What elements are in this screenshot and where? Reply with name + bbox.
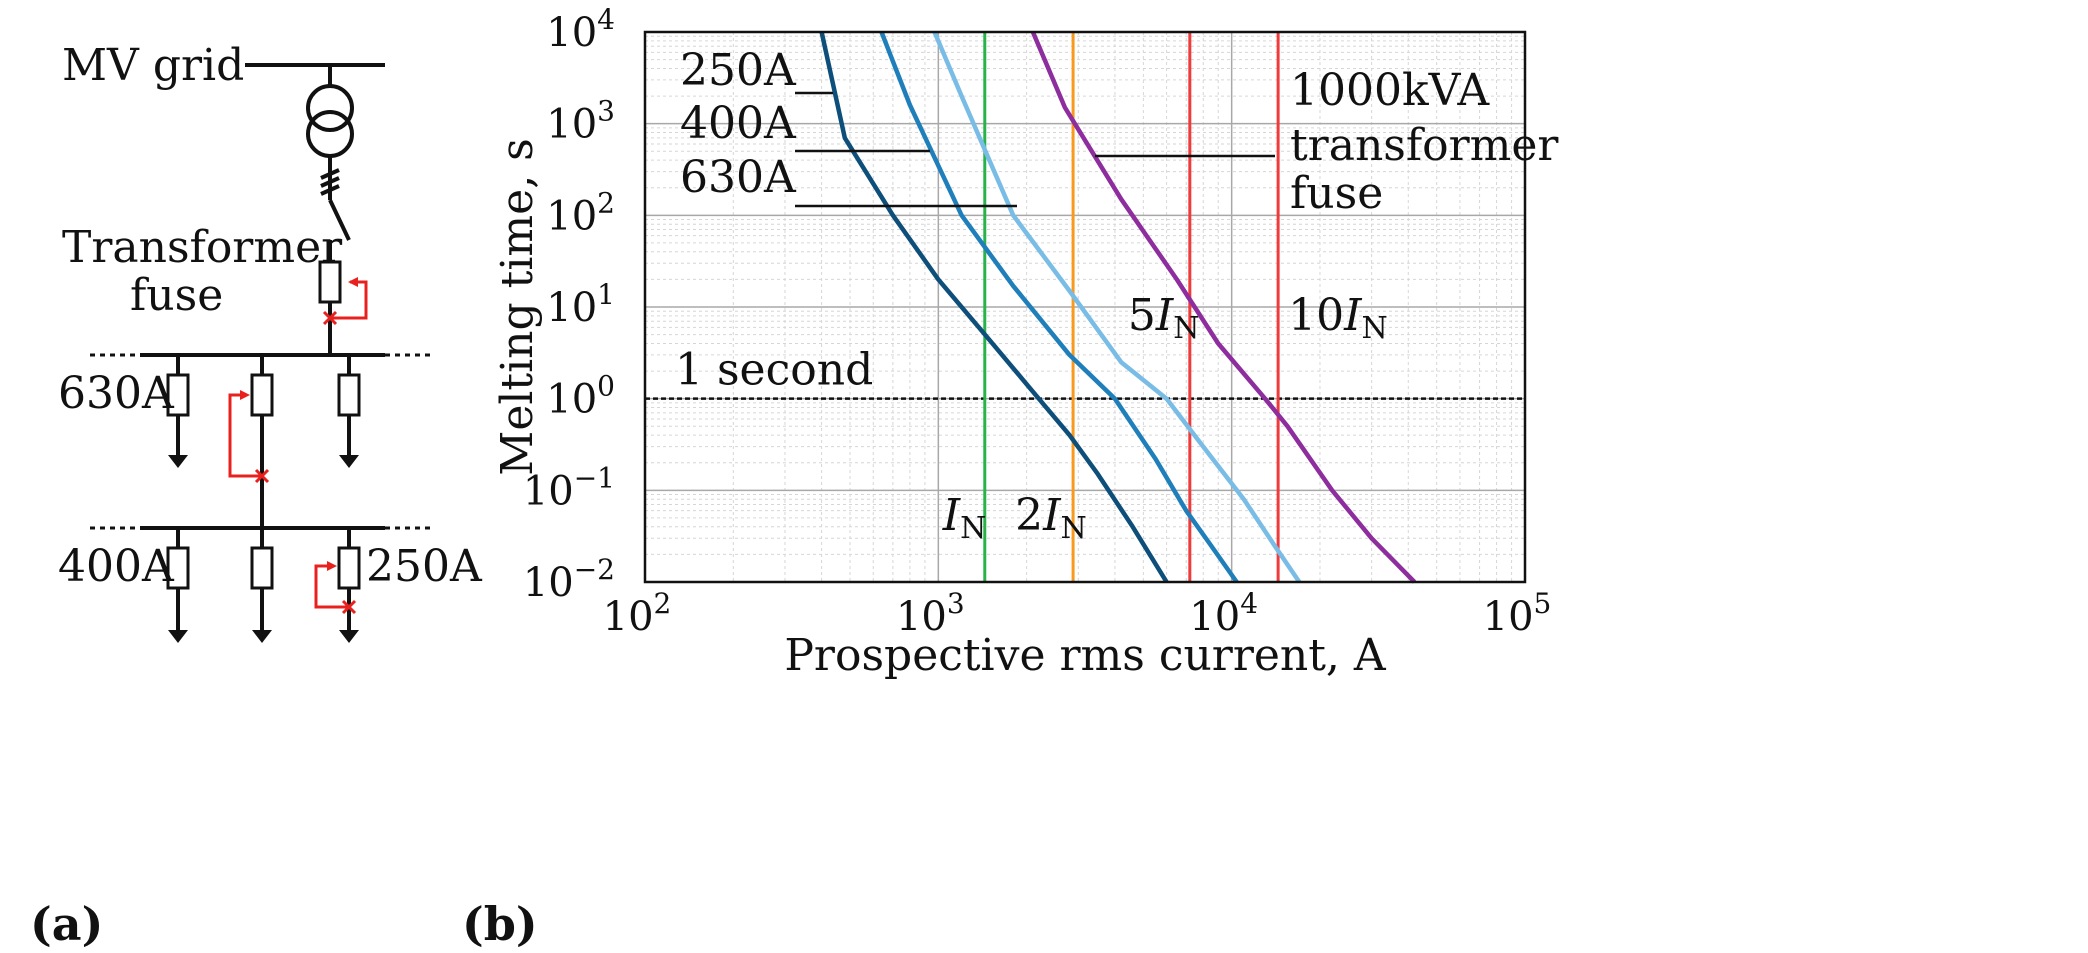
fault-marker-2b: [254, 468, 270, 484]
panel-b-label: (b): [462, 897, 538, 951]
fuse-400A-label: 400A: [58, 541, 175, 592]
load-arrow-3: [168, 630, 188, 643]
fuse-250A: [337, 546, 361, 590]
load-arrow-4: [252, 630, 272, 643]
fuse-630A-label: 630A: [58, 368, 175, 419]
x-tick-label: 105: [1483, 587, 1552, 640]
curve-fuse-250: [819, 31, 1169, 584]
annotation-transformer-2: transformer: [1290, 120, 1559, 171]
x-tick-label: 103: [896, 587, 965, 640]
fuse-250A-label: 250A: [366, 541, 483, 592]
curve-fuse-630: [932, 31, 1302, 584]
transformer-fuse-label-line2: fuse: [130, 270, 223, 321]
three-phase-mark-2: [320, 176, 340, 188]
fault-paths: [228, 277, 368, 615]
one-second-label: 1 second: [675, 345, 873, 396]
y-tick-label: 103: [546, 95, 615, 148]
fault-path-250A: [314, 564, 349, 609]
annotation-250A: 250A: [680, 45, 797, 96]
reference-label-5IN: 5IN: [1128, 290, 1200, 346]
one-second-line: 1 second: [645, 345, 1525, 400]
three-phase-mark-3: [320, 184, 340, 196]
y-axis-label: Melting time, s: [492, 138, 543, 475]
curve-fuse-400: [879, 31, 1239, 584]
transformer-winding-primary: [306, 84, 354, 132]
load-arrow-5: [339, 630, 359, 643]
fuse-curves: [819, 31, 1417, 584]
reference-lines: IN 2IN 5IN 10IN: [942, 32, 1388, 582]
annotation-transformer-3: fuse: [1290, 168, 1383, 219]
fuse-630A-3: [337, 373, 361, 417]
transformer-fuse-label-line1: Transformer: [62, 222, 343, 273]
fault-marker-1b: [322, 310, 338, 326]
x-tick-label: 104: [1189, 587, 1258, 640]
y-tick-label: 10−1: [523, 461, 615, 514]
fuse-400A: [166, 546, 190, 590]
load-arrow-1: [168, 455, 188, 468]
fault-marker-3b: [341, 599, 357, 615]
y-tick-label: 102: [546, 186, 615, 239]
reference-label-2IN: 2IN: [1015, 490, 1087, 546]
y-tick-label: 10−2: [523, 553, 615, 606]
reference-label-1IN: IN: [942, 490, 987, 546]
annotation-630A: 630A: [680, 152, 797, 203]
y-tick-label: 101: [546, 278, 615, 331]
axis-ticks: 102 103 104 105 10−2 10−1 100 101 102 103 104: [523, 3, 1552, 640]
y-tick-label: 100: [546, 370, 615, 423]
fault-arrow-250A: [327, 561, 337, 571]
fault-arrow-630A: [240, 390, 250, 400]
reference-label-10IN: 10IN: [1288, 290, 1388, 346]
transformer-winding-secondary: [306, 110, 354, 158]
fault-path-630A: [228, 393, 262, 478]
three-phase-mark-1: [320, 168, 340, 180]
fuse-630A-2: [250, 373, 274, 417]
plot-frame: [643, 30, 1527, 584]
fuse-400A-2: [250, 546, 274, 590]
fuse-630A-1: [166, 373, 190, 417]
curve-transformer-fuse: [1030, 31, 1417, 584]
x-tick-label: 102: [603, 587, 672, 640]
single-line-diagram: MV grid Transformer fuse 630A 400A 250A …: [30, 40, 483, 951]
mv-grid-label: MV grid: [62, 40, 244, 91]
annotation-400A: 400A: [680, 98, 797, 149]
y-tick-label: 104: [546, 3, 615, 56]
fault-arrow-transformer-fuse: [348, 277, 358, 287]
disconnector-switch: [328, 199, 351, 241]
x-axis-label: Prospective rms current, A: [784, 630, 1387, 681]
annotation-transformer-1: 1000kVA: [1290, 65, 1490, 116]
panel-a-label: (a): [30, 897, 103, 951]
load-arrow-2: [339, 455, 359, 468]
